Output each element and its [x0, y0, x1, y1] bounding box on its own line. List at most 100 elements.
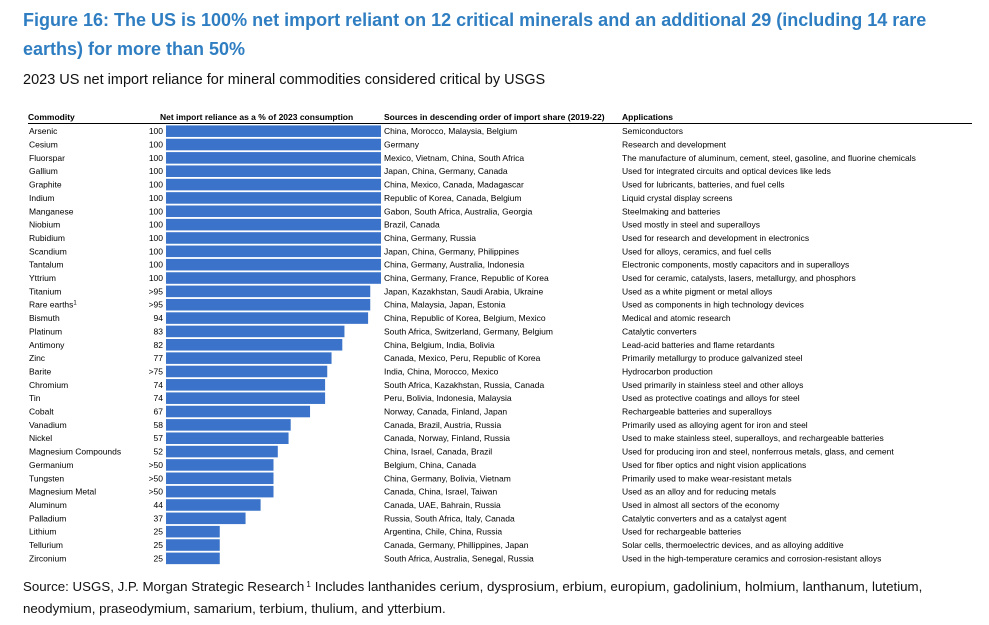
application-magnesium-metal: Used as an alloy and for reducing metals [622, 487, 776, 497]
value-label-cesium: 100 [149, 140, 163, 150]
value-label-platinum: 83 [154, 326, 164, 336]
application-rubidium: Used for research and development in ele… [622, 233, 809, 243]
value-label-chromium: 74 [154, 380, 164, 390]
sources-manganese: Gabon, South Africa, Australia, Georgia [384, 206, 533, 216]
application-aluminum: Used in almost all sectors of the econom… [622, 500, 780, 510]
application-platinum: Catalytic converters [622, 326, 697, 336]
category-label-barite: Barite [29, 366, 51, 376]
application-gallium: Used for integrated circuits and optical… [622, 166, 831, 176]
bar-niobium [166, 218, 381, 231]
sources-arsenic: China, Morocco, Malaysia, Belgium [384, 126, 517, 136]
category-label-fluorspar: Fluorspar [29, 153, 65, 163]
sources-chromium: South Africa, Kazakhstan, Russia, Canada [384, 380, 544, 390]
category-label-arsenic: Arsenic [29, 126, 58, 136]
application-scandium: Used for alloys, ceramics, and fuel cell… [622, 246, 771, 256]
bar-antimony [166, 339, 343, 351]
value-label-indium: 100 [149, 193, 163, 203]
application-rare-earths: Used as components in high technology de… [622, 300, 804, 310]
application-tin: Used as protective coatings and alloys f… [622, 393, 800, 403]
application-arsenic: Semiconductors [622, 126, 683, 136]
source-text: Source: USGS, J.P. Morgan Strategic Rese… [23, 579, 305, 594]
bar-graphite [166, 178, 381, 191]
bar-germanium [166, 459, 274, 471]
bar-barite [166, 365, 328, 378]
bar-chromium [166, 379, 326, 391]
value-label-scandium: 100 [149, 246, 163, 256]
value-label-cobalt: 67 [154, 407, 164, 417]
value-label-germanium: >50 [149, 460, 164, 470]
value-label-yttrium: 100 [149, 273, 163, 283]
sources-niobium: Brazil, Canada [384, 220, 440, 230]
value-label-rubidium: 100 [149, 233, 163, 243]
category-label-yttrium: Yttrium [29, 273, 56, 283]
value-label-nickel: 57 [154, 433, 164, 443]
bar-manganese [166, 205, 381, 218]
bar-fluorspar [166, 152, 381, 164]
bar-yttrium [166, 272, 381, 284]
application-bismuth: Medical and atomic research [622, 313, 731, 323]
sources-germanium: Belgium, China, Canada [384, 460, 476, 470]
bar-platinum [166, 325, 345, 338]
category-label-zinc: Zinc [29, 353, 46, 363]
bar-tungsten [166, 472, 274, 485]
sources-vanadium: Canada, Brazil, Austria, Russia [384, 420, 501, 430]
application-lithium: Used for rechargeable batteries [622, 527, 741, 537]
sources-bismuth: China, Republic of Korea, Belgium, Mexic… [384, 313, 546, 323]
category-label-tantalum: Tantalum [29, 260, 64, 270]
category-label-cesium: Cesium [29, 140, 58, 150]
value-label-aluminum: 44 [154, 500, 164, 510]
category-label-indium: Indium [29, 193, 55, 203]
bar-tellurium [166, 539, 220, 551]
value-label-magnesium-compounds: 52 [154, 447, 164, 457]
header-applications: Applications [622, 112, 673, 122]
bar-cobalt [166, 405, 311, 418]
application-zirconium: Used in the high-temperature ceramics an… [622, 553, 881, 563]
bar-palladium [166, 512, 246, 525]
sources-platinum: South Africa, Switzerland, Germany, Belg… [384, 326, 553, 336]
sources-indium: Republic of Korea, Canada, Belgium [384, 193, 522, 203]
value-label-barite: >75 [149, 366, 164, 376]
application-nickel: Used to make stainless steel, superalloy… [622, 433, 884, 443]
sources-graphite: China, Mexico, Canada, Madagascar [384, 180, 524, 190]
category-label-tellurium: Tellurium [29, 540, 63, 550]
value-label-fluorspar: 100 [149, 153, 163, 163]
sources-palladium: Russia, South Africa, Italy, Canada [384, 513, 515, 523]
application-germanium: Used for fiber optics and night vision a… [622, 460, 806, 470]
bar-tin [166, 392, 326, 404]
sources-magnesium-metal: Canada, China, Israel, Taiwan [384, 487, 498, 497]
category-label-titanium: Titanium [29, 286, 61, 296]
bar-magnesium-metal [166, 485, 274, 498]
application-cesium: Research and development [622, 140, 727, 150]
value-label-manganese: 100 [149, 206, 163, 216]
bar-nickel [166, 432, 289, 444]
bar-rubidium [166, 232, 381, 244]
bar-indium [166, 192, 381, 204]
application-tellurium: Solar cells, thermoelectric devices, and… [622, 540, 844, 550]
import-reliance-chart: Commodity Net import reliance as a % of … [28, 112, 972, 565]
sources-antimony: China, Belgium, India, Bolivia [384, 340, 495, 350]
category-label-germanium: Germanium [29, 460, 73, 470]
category-label-scandium: Scandium [29, 246, 67, 256]
figure-title: Figure 16: The US is 100% net import rel… [23, 10, 927, 59]
sources-tellurium: Canada, Germany, Phillippines, Japan [384, 540, 529, 550]
value-label-rare-earths: >95 [149, 300, 164, 310]
value-label-vanadium: 58 [154, 420, 164, 430]
bar-rare-earths [166, 298, 371, 311]
sources-magnesium-compounds: China, Israel, Canada, Brazil [384, 447, 492, 457]
application-barite: Hydrocarbon production [622, 366, 713, 376]
sources-lithium: Argentina, Chile, China, Russia [384, 527, 502, 537]
value-label-tellurium: 25 [154, 540, 164, 550]
category-label-magnesium-metal: Magnesium Metal [29, 487, 96, 497]
application-magnesium-compounds: Used for producing iron and steel, nonfe… [622, 447, 894, 457]
application-titanium: Used as a white pigment or metal alloys [622, 286, 772, 296]
bar-tantalum [166, 258, 381, 271]
category-label-tin: Tin [29, 393, 41, 403]
category-label-graphite: Graphite [29, 180, 62, 190]
application-yttrium: Used for ceramic, catalysts, lasers, met… [622, 273, 856, 283]
value-label-zinc: 77 [154, 353, 164, 363]
bar-magnesium-compounds [166, 445, 278, 458]
footnote-marker: 1 [306, 580, 311, 589]
bar-arsenic [166, 125, 381, 137]
application-graphite: Used for lubricants, batteries, and fuel… [622, 180, 785, 190]
category-label-tungsten: Tungsten [29, 473, 64, 483]
